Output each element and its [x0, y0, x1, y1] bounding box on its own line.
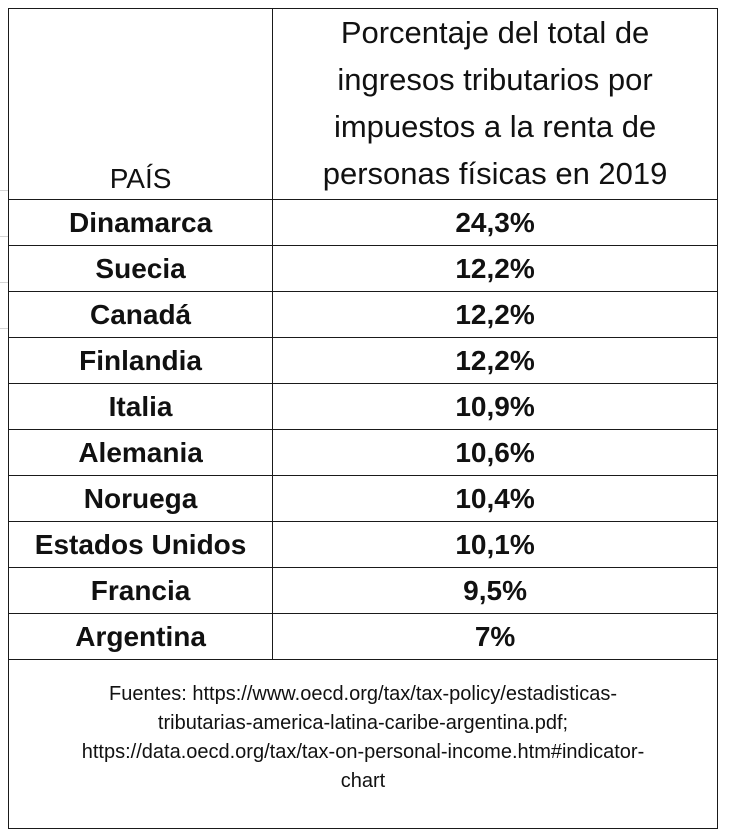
- source-line: chart: [340, 770, 386, 792]
- table-row: Dinamarca 24,3%: [7, 199, 718, 246]
- value-cell: 10,9%: [272, 383, 718, 430]
- country-cell: Noruega: [7, 475, 274, 522]
- table-row: Canadá 12,2%: [7, 291, 718, 338]
- header-percentage: Porcentaje del total de ingresos tributa…: [272, 8, 718, 200]
- country-cell: Estados Unidos: [7, 521, 274, 568]
- value-cell: 10,4%: [272, 475, 718, 522]
- header-line: personas físicas en 2019: [322, 156, 668, 191]
- table-row: Suecia 12,2%: [7, 245, 718, 292]
- value-cell: 12,2%: [272, 337, 718, 384]
- country-cell: Finlandia: [7, 337, 274, 384]
- country-cell: Argentina: [7, 613, 274, 660]
- source-note: Fuentes: https://www.oecd.org/tax/tax-po…: [8, 659, 718, 829]
- source-line: https://data.oecd.org/tax/tax-on-persona…: [81, 741, 645, 763]
- value-cell: 24,3%: [272, 199, 718, 246]
- table-row: Argentina 7%: [7, 613, 718, 660]
- value-cell: 10,6%: [272, 429, 718, 476]
- source-line: Fuentes: https://www.oecd.org/tax/tax-po…: [109, 683, 617, 705]
- header-line: ingresos tributarios por: [337, 62, 653, 97]
- country-cell: Alemania: [7, 429, 274, 476]
- value-cell: 12,2%: [272, 291, 718, 338]
- country-cell: Italia: [7, 383, 274, 430]
- gridline: [0, 328, 8, 329]
- header-line: impuestos a la renta de: [333, 109, 657, 144]
- header-country: PAÍS: [7, 8, 274, 200]
- header-row: PAÍS Porcentaje del total de ingresos tr…: [7, 8, 718, 200]
- table-row: Italia 10,9%: [7, 383, 718, 430]
- value-cell: 10,1%: [272, 521, 718, 568]
- table-row: Finlandia 12,2%: [7, 337, 718, 384]
- country-cell: Dinamarca: [7, 199, 274, 246]
- table-row: Francia 9,5%: [7, 567, 718, 614]
- table-row: Noruega 10,4%: [7, 475, 718, 522]
- source-row: Fuentes: https://www.oecd.org/tax/tax-po…: [8, 659, 718, 829]
- gridline: [0, 190, 8, 191]
- header-line: Porcentaje del total de: [340, 15, 650, 50]
- value-cell: 12,2%: [272, 245, 718, 292]
- gridline: [0, 282, 8, 283]
- tax-table: PAÍS Porcentaje del total de ingresos tr…: [7, 8, 718, 829]
- source-line: tributarias-america-latina-caribe-argent…: [157, 712, 569, 734]
- country-cell: Canadá: [7, 291, 274, 338]
- country-cell: Francia: [7, 567, 274, 614]
- country-cell: Suecia: [7, 245, 274, 292]
- value-cell: 9,5%: [272, 567, 718, 614]
- table-row: Estados Unidos 10,1%: [7, 521, 718, 568]
- table-row: Alemania 10,6%: [7, 429, 718, 476]
- value-cell: 7%: [272, 613, 718, 660]
- gridline: [0, 236, 8, 237]
